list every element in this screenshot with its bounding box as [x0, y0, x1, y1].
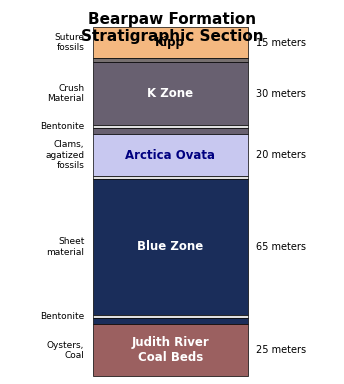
Text: Bentonite: Bentonite	[40, 312, 84, 321]
Text: 65 meters: 65 meters	[256, 242, 306, 252]
Text: Judith River
Coal Beds: Judith River Coal Beds	[131, 336, 209, 364]
Text: Bearpaw Formation
Stratigraphic Section: Bearpaw Formation Stratigraphic Section	[81, 12, 263, 44]
Text: 25 meters: 25 meters	[256, 345, 307, 355]
Bar	[93, 62, 248, 125]
Bar	[93, 58, 248, 62]
Text: Sheet
material: Sheet material	[46, 237, 84, 257]
Text: K Zone: K Zone	[147, 87, 193, 100]
Text: Kipp: Kipp	[155, 36, 185, 49]
Bar	[93, 134, 248, 176]
Text: 15 meters: 15 meters	[256, 38, 306, 48]
Bar	[93, 324, 248, 376]
Bar	[93, 176, 248, 179]
Bar	[93, 315, 248, 318]
Text: Oysters,
Coal: Oysters, Coal	[47, 341, 84, 360]
Text: 20 meters: 20 meters	[256, 150, 306, 160]
Text: Arctica Ovata: Arctica Ovata	[125, 149, 215, 162]
Bar	[93, 125, 248, 128]
Bar	[93, 128, 248, 134]
Text: Suture
fossils: Suture fossils	[54, 33, 84, 52]
Bar	[93, 179, 248, 315]
Bar	[93, 27, 248, 58]
Bar	[93, 318, 248, 324]
Text: Blue Zone: Blue Zone	[137, 240, 203, 253]
Text: Bentonite: Bentonite	[40, 122, 84, 131]
Text: Clams,
agatized
fossils: Clams, agatized fossils	[45, 140, 84, 170]
Text: 30 meters: 30 meters	[256, 89, 306, 99]
Text: Crush
Material: Crush Material	[47, 84, 84, 103]
